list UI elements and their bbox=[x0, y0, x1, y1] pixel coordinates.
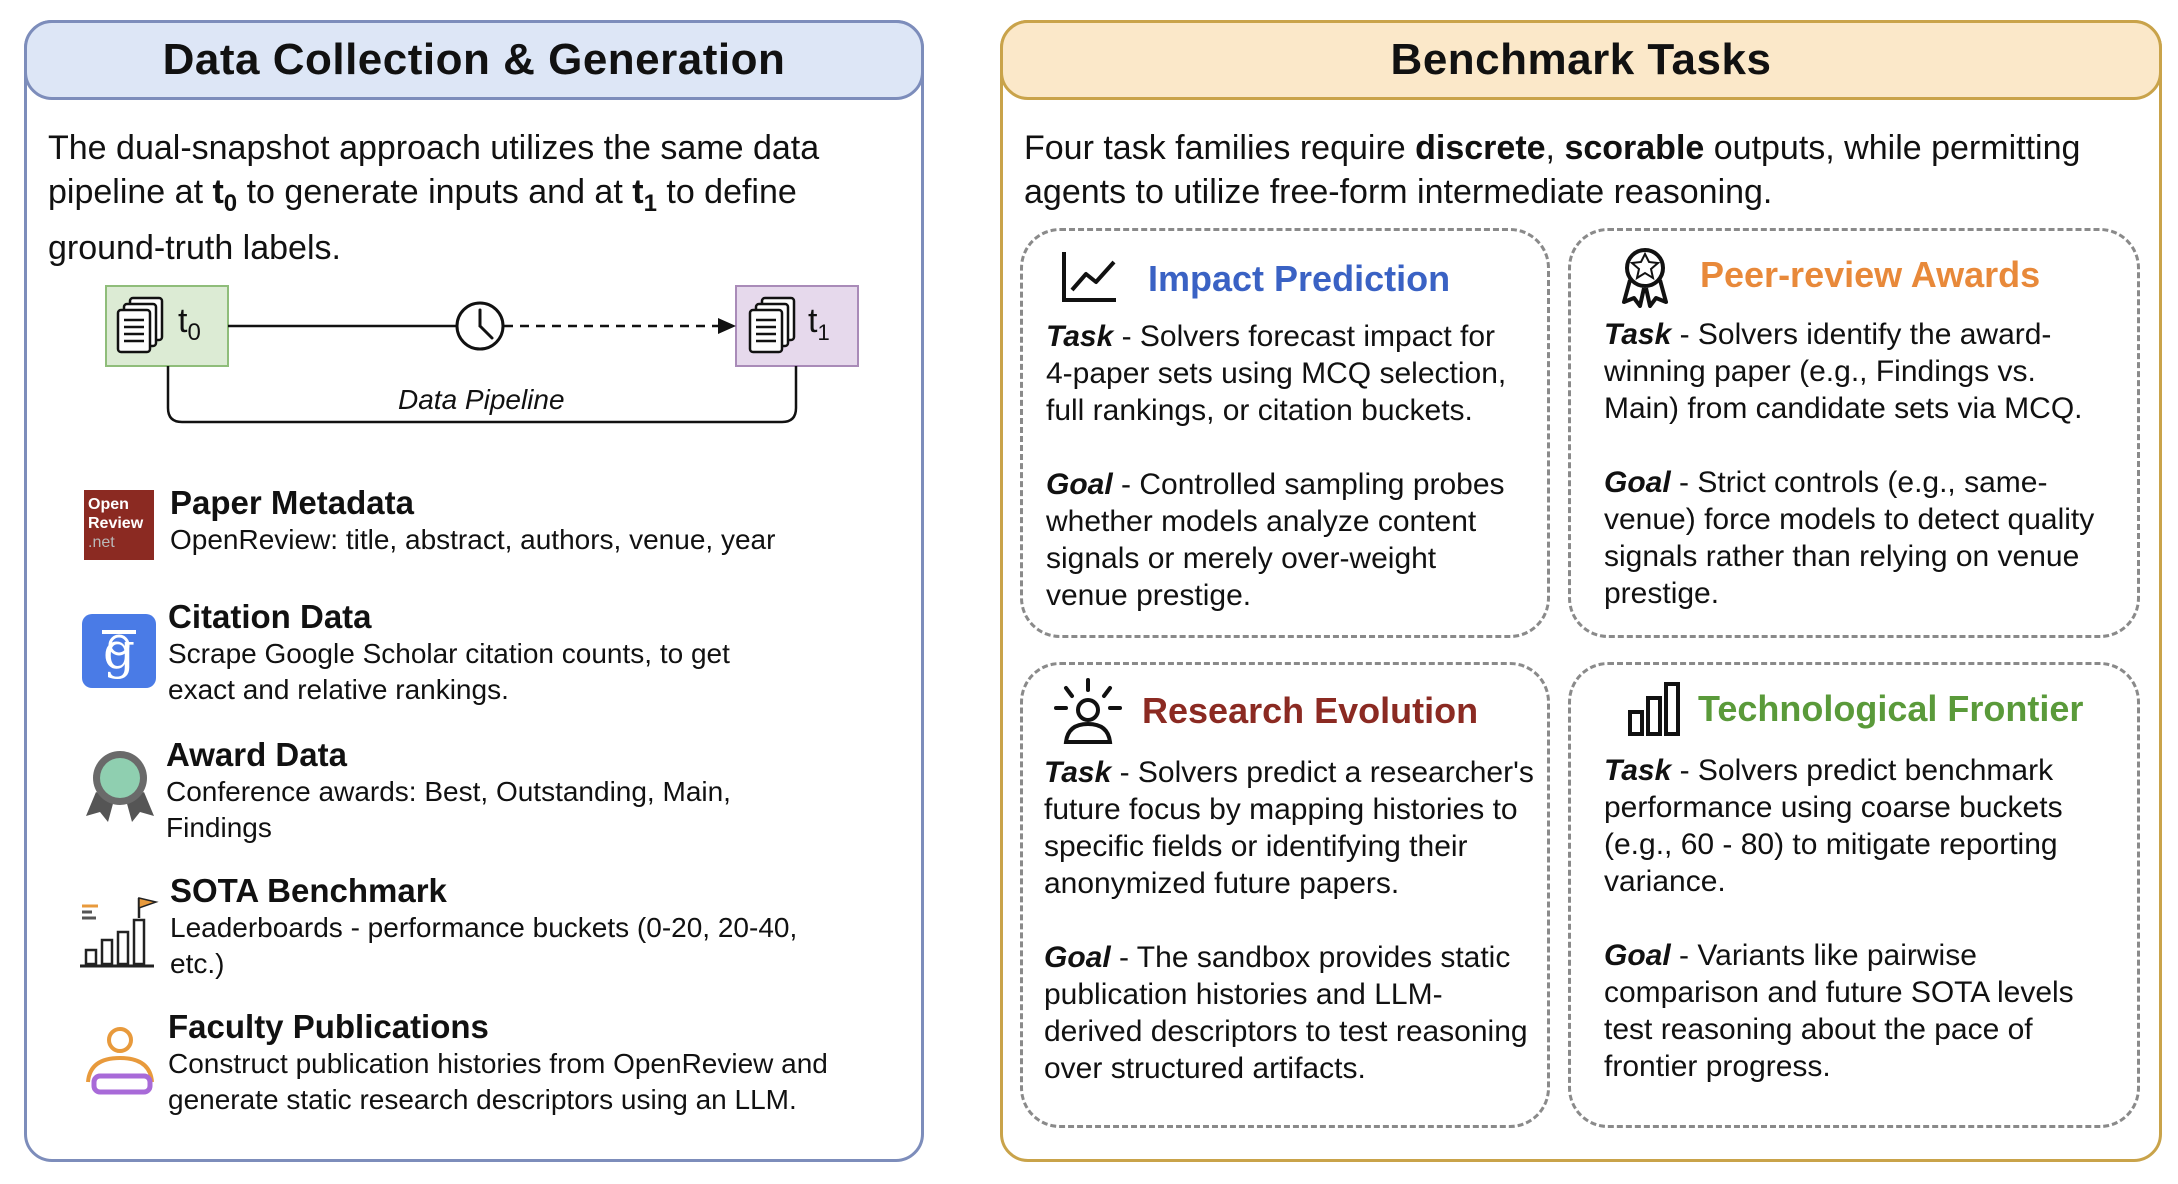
data-collection-panel: Data Collection & Generation bbox=[24, 20, 924, 1162]
data-collection-header: Data Collection & Generation bbox=[24, 20, 924, 100]
task-text-impact-prediction: Task - Solvers forecast impact for 4-pape… bbox=[1046, 320, 1507, 612]
snapshot-t0-label: t0 bbox=[178, 302, 201, 346]
documents-icon-t0 bbox=[116, 296, 164, 354]
award-ribbon-icon bbox=[1622, 248, 1668, 308]
task-title-impact-prediction: Impact Prediction bbox=[1148, 258, 1451, 299]
task-box-technological-frontier bbox=[1568, 662, 2140, 1128]
researcher-idea-icon bbox=[1054, 678, 1122, 744]
task-box-research-evolution bbox=[1020, 662, 1550, 1128]
benchmark-tasks-panel: Benchmark Tasks bbox=[1000, 20, 2162, 1162]
line-chart-icon bbox=[1062, 252, 1116, 302]
source-title-sota-benchmark: SOTA Benchmark bbox=[170, 872, 447, 909]
source-desc-faculty-publications: Construct publication histories from Ope… bbox=[168, 1048, 828, 1115]
benchmark-tasks-intro: Four task families require discrete, sco… bbox=[1024, 129, 2081, 211]
task-box-impact-prediction bbox=[1020, 228, 1550, 638]
documents-icon-t1 bbox=[748, 296, 796, 354]
pipeline-bracket bbox=[166, 366, 798, 424]
task-title-research-evolution: Research Evolution bbox=[1142, 690, 1479, 731]
task-text-technological-frontier: Task - Solvers predict benchmark performa… bbox=[1604, 754, 2074, 1083]
task-text-research-evolution: Task - Solvers predict a researcher's fut… bbox=[1044, 756, 1534, 1085]
data-collection-intro: The dual-snapshot approach utilizes the … bbox=[48, 129, 820, 267]
leaderboard-icon bbox=[80, 897, 159, 968]
award-medal-icon bbox=[86, 751, 154, 822]
bar-chart-icon bbox=[1628, 682, 1680, 736]
snapshot-t1-label: t1 bbox=[808, 302, 830, 345]
task-box-peer-review-awards bbox=[1568, 228, 2140, 638]
source-desc-sota-benchmark: Leaderboards - performance buckets (0-20… bbox=[170, 912, 798, 979]
source-title-award-data: Award Data bbox=[166, 736, 347, 773]
source-desc-citation-data: Scrape Google Scholar citation counts, t… bbox=[168, 638, 730, 705]
benchmark-tasks-header: Benchmark Tasks bbox=[1000, 20, 2162, 100]
task-title-technological-frontier: Technological Frontier bbox=[1698, 688, 2084, 729]
openreview-logo: Open Review .net bbox=[84, 490, 154, 560]
source-desc-paper-metadata: OpenReview: title, abstract, authors, ve… bbox=[170, 524, 776, 555]
researcher-icon bbox=[86, 1027, 154, 1095]
task-text-peer-review-awards: Task - Solvers identify the award-winnin… bbox=[1604, 318, 2095, 610]
source-title-paper-metadata: Paper Metadata bbox=[170, 484, 414, 521]
source-title-faculty-publications: Faculty Publications bbox=[168, 1008, 489, 1045]
source-desc-award-data: Conference awards: Best, Outstanding, Ma… bbox=[166, 776, 731, 843]
source-title-citation-data: Citation Data bbox=[168, 598, 372, 635]
clock-icon bbox=[455, 301, 505, 351]
google-scholar-icon: g bbox=[82, 614, 156, 688]
task-title-peer-review-awards: Peer-review Awards bbox=[1700, 254, 2041, 295]
pipeline-label: Data Pipeline bbox=[398, 384, 565, 415]
pipeline-arrowhead bbox=[718, 318, 736, 334]
